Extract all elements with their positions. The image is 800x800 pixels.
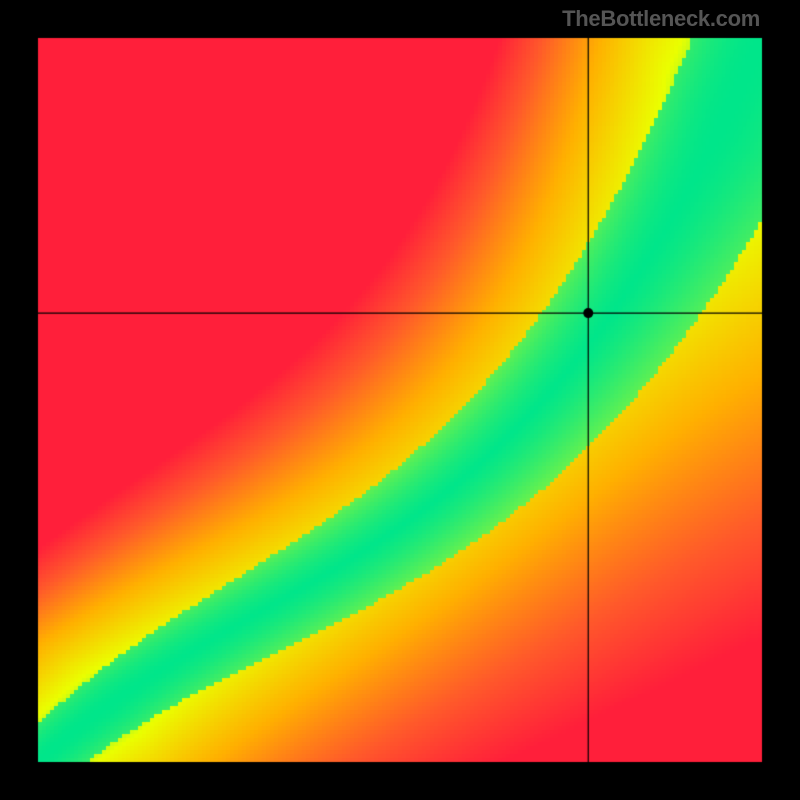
bottleneck-heatmap [0,0,800,800]
chart-wrapper: TheBottleneck.com [0,0,800,800]
watermark-text: TheBottleneck.com [562,6,760,32]
